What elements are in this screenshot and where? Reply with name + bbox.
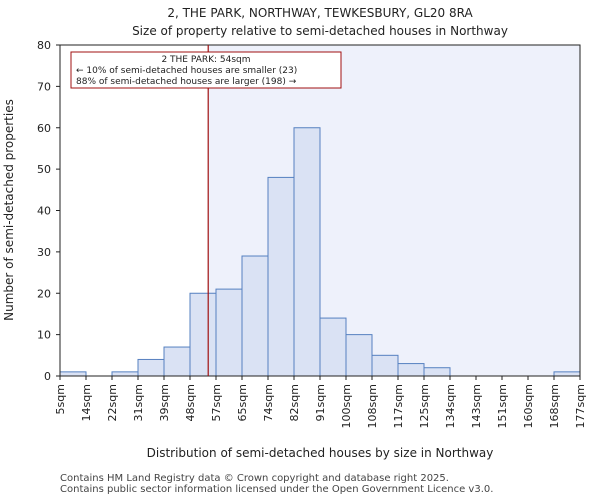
x-tick-label: 177sqm bbox=[574, 384, 587, 428]
y-axis-label: Number of semi-detached properties bbox=[2, 99, 16, 321]
x-tick-label: 5sqm bbox=[54, 384, 67, 414]
x-tick-label: 74sqm bbox=[262, 384, 275, 421]
bar-22sqm bbox=[111, 371, 139, 377]
x-tick-label: 82sqm bbox=[288, 384, 301, 421]
bar-65sqm bbox=[241, 255, 269, 377]
bar-117sqm bbox=[397, 363, 425, 377]
y-tick-label: 70 bbox=[37, 80, 51, 93]
y-tick-label: 0 bbox=[44, 370, 51, 383]
annotation-line-1: 2 THE PARK: 54sqm bbox=[161, 55, 250, 65]
y-ticks: 0 10 20 30 40 50 60 70 80 bbox=[37, 39, 60, 383]
x-tick-label: 65sqm bbox=[236, 384, 249, 421]
bar-168sqm bbox=[553, 371, 581, 377]
x-tick-label: 117sqm bbox=[392, 384, 405, 428]
bar-125sqm bbox=[423, 367, 451, 377]
bars-group bbox=[59, 127, 581, 377]
annotation-line-2: ← 10% of semi-detached houses are smalle… bbox=[76, 66, 297, 76]
x-tick-label: 14sqm bbox=[80, 384, 93, 421]
annotation-line-3: 88% of semi-detached houses are larger (… bbox=[76, 77, 297, 87]
y-tick-label: 80 bbox=[37, 39, 51, 52]
x-tick-label: 108sqm bbox=[366, 384, 379, 428]
x-tick-label: 168sqm bbox=[548, 384, 561, 428]
bar-57sqm bbox=[215, 288, 243, 377]
plot-frame bbox=[59, 44, 581, 377]
chart-subtitle: Size of property relative to semi-detach… bbox=[132, 24, 508, 38]
bar-48sqm bbox=[189, 292, 217, 377]
x-tick-label: 22sqm bbox=[106, 384, 119, 421]
x-tick-label: 125sqm bbox=[418, 384, 431, 428]
x-tick-label: 151sqm bbox=[496, 384, 509, 428]
x-axis-label: Distribution of semi-detached houses by … bbox=[147, 446, 494, 460]
x-tick-label: 100sqm bbox=[340, 384, 353, 428]
bar-108sqm bbox=[371, 354, 399, 377]
y-tick-label: 40 bbox=[37, 205, 51, 218]
footer-line-1: Contains HM Land Registry data © Crown c… bbox=[60, 473, 449, 484]
bar-91sqm bbox=[319, 317, 347, 377]
bar-5sqm bbox=[59, 371, 87, 377]
chart-title: 2, THE PARK, NORTHWAY, TEWKESBURY, GL20 … bbox=[167, 6, 473, 20]
x-ticks: 5sqm 14sqm 22sqm 31sqm 39sqm 48sqm 57sqm 65sqm 7… bbox=[54, 376, 587, 428]
footer-line-2: Contains public sector information licen… bbox=[60, 484, 494, 495]
y-tick-label: 60 bbox=[37, 122, 51, 135]
y-tick-label: 30 bbox=[37, 246, 51, 259]
bar-82sqm bbox=[293, 127, 321, 377]
x-tick-label: 48sqm bbox=[184, 384, 197, 421]
y-tick-label: 50 bbox=[37, 163, 51, 176]
x-tick-label: 160sqm bbox=[522, 384, 535, 428]
x-tick-label: 134sqm bbox=[444, 384, 457, 428]
annotation-box bbox=[70, 51, 342, 89]
x-tick-label: 143sqm bbox=[470, 384, 483, 428]
y-tick-label: 20 bbox=[37, 287, 51, 300]
x-tick-label: 39sqm bbox=[158, 384, 171, 421]
x-tick-label: 91sqm bbox=[314, 384, 327, 421]
bar-39sqm bbox=[163, 346, 191, 377]
x-tick-label: 31sqm bbox=[132, 384, 145, 421]
y-tick-label: 10 bbox=[37, 329, 51, 342]
bar-100sqm bbox=[345, 334, 373, 377]
bar-74sqm bbox=[267, 176, 295, 377]
bar-31sqm bbox=[137, 358, 165, 377]
x-tick-label: 57sqm bbox=[210, 384, 223, 421]
